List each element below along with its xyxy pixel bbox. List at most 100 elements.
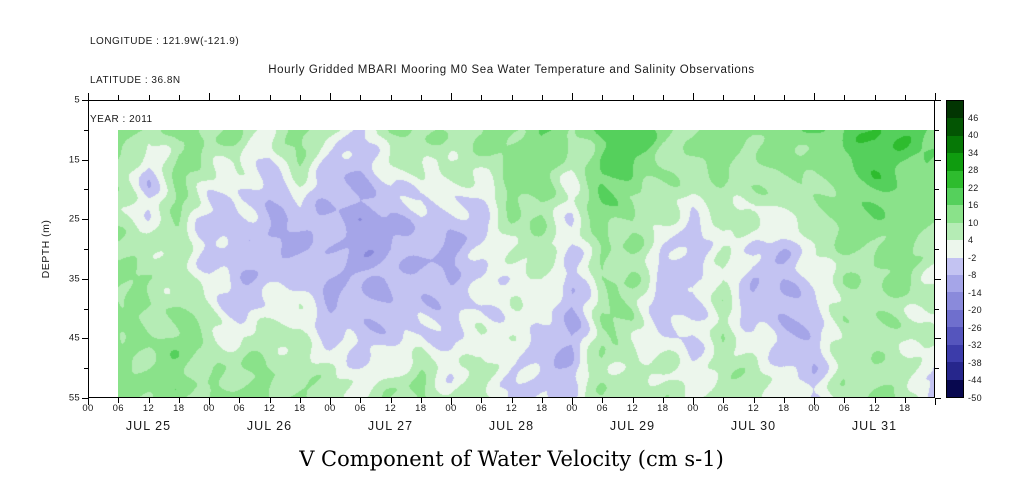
colorbar-tick-label: 4 <box>968 235 974 246</box>
x-tick-top <box>602 95 604 100</box>
x-hour-label: 18 <box>899 403 911 414</box>
x-tick-top <box>269 95 271 100</box>
colorbar-segment <box>947 292 963 310</box>
x-day-label: JUL 28 <box>488 419 535 433</box>
x-tick-top <box>814 93 815 100</box>
x-tick-bottom <box>572 398 573 405</box>
y-tick-right <box>935 100 941 101</box>
colorbar-tick-label: -8 <box>968 270 977 281</box>
y-tick-left <box>82 278 88 280</box>
x-tick-top <box>572 93 573 100</box>
x-hour-label: 18 <box>173 403 185 414</box>
colorbar-segment <box>947 135 963 154</box>
x-tick-top <box>783 95 785 100</box>
x-tick-bottom <box>148 398 150 403</box>
y-tick-left <box>82 219 88 221</box>
x-tick-bottom <box>662 398 664 403</box>
x-tick-bottom <box>753 398 755 403</box>
x-tick-top <box>511 95 513 100</box>
x-tick-bottom <box>330 398 331 405</box>
x-hour-label: 18 <box>415 403 427 414</box>
colorbar <box>946 100 964 398</box>
x-tick-bottom <box>632 398 634 403</box>
y-tick-right <box>935 278 941 280</box>
x-tick-bottom <box>390 398 392 403</box>
x-hour-label: 18 <box>657 403 669 414</box>
x-tick-top <box>935 93 936 100</box>
x-tick-top <box>844 95 846 100</box>
colorbar-segment <box>947 170 963 189</box>
colorbar-tick-label: 10 <box>968 217 979 228</box>
colorbar-segment <box>947 379 963 397</box>
x-tick-bottom <box>935 398 936 405</box>
x-tick-top <box>723 95 725 100</box>
colorbar-segment <box>947 222 963 241</box>
colorbar-segment <box>947 118 963 136</box>
y-tick-label: 45 <box>68 332 80 344</box>
x-tick-bottom <box>178 398 180 403</box>
x-hour-label: 18 <box>536 403 548 414</box>
y-tick-left <box>82 398 88 399</box>
x-tick-top <box>451 93 452 100</box>
colorbar-tick-label: -26 <box>968 322 982 333</box>
caption: V Component of Water Velocity (cm s-1) <box>299 447 724 471</box>
y-tick-left <box>82 159 88 161</box>
x-hour-label: 00 <box>566 403 578 414</box>
colorbar-segment <box>947 205 963 223</box>
x-hour-label: 12 <box>384 403 397 414</box>
x-hour-label: 12 <box>868 403 881 414</box>
x-hour-label: 00 <box>203 403 215 414</box>
x-hour-label: 06 <box>233 403 245 414</box>
y-tick-right <box>935 159 941 161</box>
colorbar-tick-label: -38 <box>968 357 982 368</box>
x-hour-label: 12 <box>747 403 760 414</box>
colorbar-tick-label: -20 <box>968 305 982 316</box>
colorbar-tick-label: 40 <box>968 130 979 141</box>
x-tick-top <box>632 95 634 100</box>
y-tick-right <box>935 338 941 340</box>
colorbar-tick-label: -32 <box>968 340 982 351</box>
x-tick-top <box>360 95 362 100</box>
x-hour-label: 12 <box>626 403 639 414</box>
colorbar-segment <box>947 101 963 119</box>
x-hour-label: 12 <box>142 403 155 414</box>
y-minor-tick-left <box>84 249 88 250</box>
x-tick-top <box>662 95 664 100</box>
x-hour-label: 06 <box>354 403 366 414</box>
x-tick-bottom <box>360 398 362 403</box>
x-hour-label: 06 <box>475 403 487 414</box>
colorbar-segment <box>947 257 963 276</box>
heatmap-canvas <box>118 129 936 398</box>
x-hour-label: 00 <box>687 403 699 414</box>
x-hour-label: 18 <box>778 403 790 414</box>
x-tick-top <box>420 95 422 100</box>
y-tick-label: 25 <box>68 213 80 225</box>
y-minor-tick-left <box>84 129 88 131</box>
x-tick-top <box>299 95 301 100</box>
colorbar-tick-label: 16 <box>968 200 979 211</box>
x-hour-label: 00 <box>445 403 457 414</box>
colorbar-segment <box>947 327 963 345</box>
x-tick-top <box>481 95 483 100</box>
x-tick-bottom <box>783 398 785 403</box>
x-tick-bottom <box>541 398 543 403</box>
x-hour-label: 06 <box>838 403 850 414</box>
y-tick-label: 55 <box>68 392 80 404</box>
x-hour-label: 00 <box>324 403 336 414</box>
x-tick-bottom <box>602 398 604 403</box>
x-tick-top <box>874 95 876 100</box>
y-minor-tick-right <box>935 249 939 250</box>
x-tick-top <box>88 93 89 100</box>
x-tick-top <box>118 95 120 100</box>
x-tick-bottom <box>451 398 452 405</box>
colorbar-tick-label: -44 <box>968 375 982 386</box>
x-tick-bottom <box>88 398 89 405</box>
y-minor-tick-left <box>84 308 88 310</box>
colorbar-tick-label: -2 <box>968 252 977 263</box>
y-tick-right <box>935 219 941 221</box>
x-day-label: JUL 30 <box>730 419 777 433</box>
x-tick-bottom <box>481 398 483 403</box>
colorbar-tick-label: -50 <box>968 393 982 403</box>
colorbar-tick-label: 34 <box>968 147 979 158</box>
